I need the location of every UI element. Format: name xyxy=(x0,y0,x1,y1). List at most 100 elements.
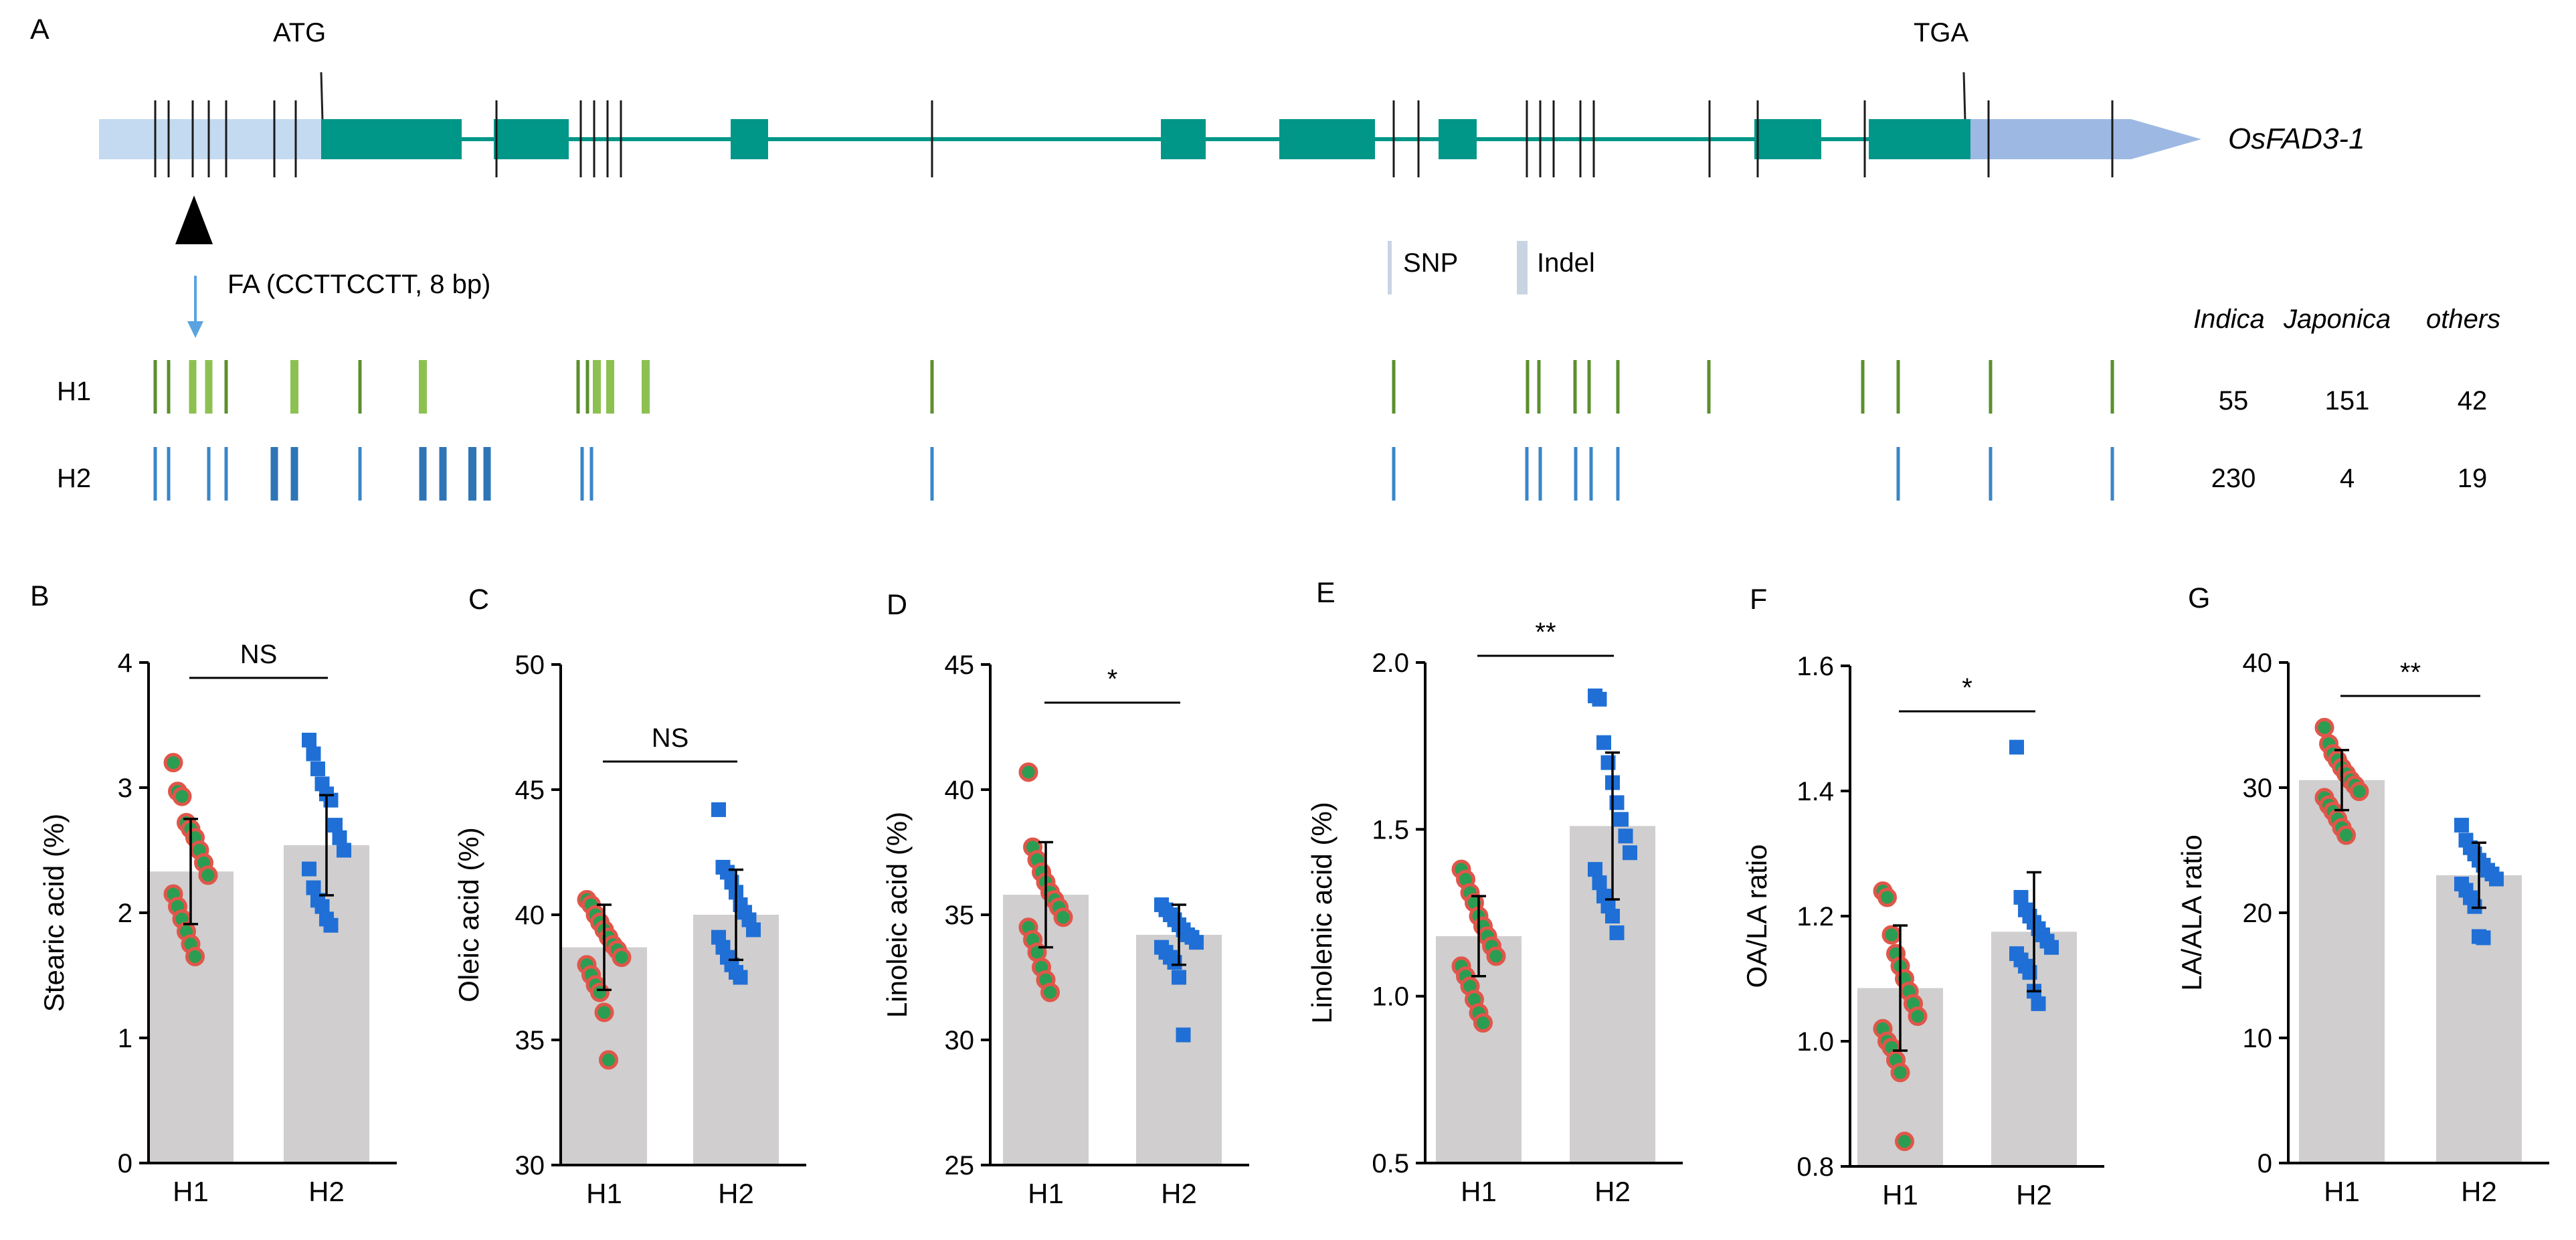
header-others: others xyxy=(2426,304,2500,334)
h1-variant-tick xyxy=(1526,360,1530,414)
x-tick-label: H2 xyxy=(2461,1176,2497,1207)
haplotype-h1-label: H1 xyxy=(57,377,91,406)
y-tick-label: 40 xyxy=(2243,648,2273,678)
h1-data-point xyxy=(2336,825,2356,845)
chart-panel-d: D 25 30 35 40 45 H1 H2 Linoleic acid (%) * xyxy=(881,589,1249,1209)
h2-variant-tick xyxy=(419,447,427,501)
y-tick-label: 1 xyxy=(118,1024,132,1053)
y-tick-label: 3 xyxy=(118,774,132,803)
y-tick-label: 0.8 xyxy=(1797,1152,1834,1182)
y-tick-label: 35 xyxy=(515,1026,545,1055)
h1-variant-tick xyxy=(153,360,157,414)
h2-data-point xyxy=(306,746,321,762)
tga-pointer xyxy=(1962,72,1966,121)
h2-variant-tick xyxy=(207,447,211,501)
y-tick-label: 40 xyxy=(515,901,545,930)
h1-variant-tick xyxy=(224,360,228,414)
h1-variant-tick xyxy=(1989,360,1993,414)
h1-variant-tick xyxy=(1587,360,1591,414)
h1-variant-tick xyxy=(205,360,213,414)
h1-data-point xyxy=(172,786,192,806)
bar-h1 xyxy=(2299,780,2385,1163)
h2-variant-tick xyxy=(439,447,447,501)
x-tick-label: H2 xyxy=(1594,1176,1631,1207)
h2-data-point xyxy=(1592,691,1607,707)
h2-variant-tick xyxy=(1525,447,1529,501)
h2-data-point xyxy=(1596,735,1611,750)
h1-data-point xyxy=(1018,762,1038,782)
h2-data-point xyxy=(1618,828,1633,844)
h2-data-point xyxy=(733,970,748,985)
start-codon-label: ATG xyxy=(273,18,326,48)
y-tick-label: 1.4 xyxy=(1797,777,1834,806)
snp-legend-swatch xyxy=(1388,241,1392,294)
h2-data-point xyxy=(2044,940,2059,955)
h2-variant-tick xyxy=(1616,447,1620,501)
h2-variant-tick xyxy=(270,447,278,501)
h1-variant-tick xyxy=(2110,360,2114,414)
y-tick-label: 30 xyxy=(2243,774,2273,803)
x-tick-label: H1 xyxy=(173,1176,209,1207)
h1-data-point xyxy=(1877,887,1897,907)
h2-data-point xyxy=(1176,1027,1191,1043)
x-tick-label: H1 xyxy=(1461,1176,1497,1207)
h2-data-point xyxy=(1172,970,1186,985)
h2-variant-tick xyxy=(1589,447,1593,501)
utr-3prime-arrow xyxy=(1970,119,2201,159)
y-axis-label: Oleic acid (%) xyxy=(453,827,484,1002)
chart-panel-e: E 0.5 1.0 1.5 2.0 H1 H2 Linolenic acid (%) ** xyxy=(1306,577,1683,1207)
haplotype-h2-label: H2 xyxy=(57,464,91,493)
x-tick-label: H1 xyxy=(2324,1176,2360,1207)
h2-data-point xyxy=(1609,925,1625,940)
h1-data-point xyxy=(594,1002,614,1023)
error-bar-h2 xyxy=(1605,751,1620,901)
h1-variant-tick xyxy=(1537,360,1541,414)
exon-block xyxy=(1754,119,1821,159)
h2-variant-tick xyxy=(167,447,171,501)
h1-variant-tick xyxy=(1392,360,1396,414)
h2-data-point xyxy=(2031,996,2046,1011)
h2-data-point xyxy=(337,843,351,858)
panel-letter-f: F xyxy=(1750,584,1767,616)
h1-data-point xyxy=(1881,925,1902,945)
snp-legend-label: SNP xyxy=(1403,248,1458,278)
x-tick-label: H1 xyxy=(1882,1179,1918,1211)
h2-variant-tick xyxy=(1574,447,1578,501)
exon-block xyxy=(321,119,462,159)
y-tick-label: 40 xyxy=(945,776,975,805)
y-tick-label: 1.0 xyxy=(1372,982,1409,1012)
h2-data-point xyxy=(746,922,761,938)
h2-data-point xyxy=(332,830,347,845)
h2-data-point xyxy=(2454,818,2469,833)
significance-label: * xyxy=(1107,665,1118,694)
fa-label: FA (CCTTCCTT, 8 bp) xyxy=(227,270,490,299)
y-tick-label: 0.5 xyxy=(1372,1149,1409,1178)
chart-panel-g: G 0 10 20 30 40 H1 H2 LA/ALA ratio ** xyxy=(2176,582,2549,1207)
h2-variant-tick xyxy=(930,447,934,501)
h2-indica-count: 230 xyxy=(2211,464,2256,493)
h1-data-point xyxy=(163,753,183,773)
h1-data-point xyxy=(198,865,218,885)
h2-japonica-count: 4 xyxy=(2340,464,2355,493)
y-axis-label: Stearic acid (%) xyxy=(38,814,70,1012)
fa-triangle-marker-icon xyxy=(175,195,213,244)
h1-data-point xyxy=(1040,982,1060,1002)
significance-label: ** xyxy=(1535,618,1556,647)
h2-data-point xyxy=(2009,739,2024,755)
gene-structure-panel: A ATG TGA OsFAD3-1 FA (CCTTCCTT, 8 bp) S… xyxy=(30,13,2500,501)
h2-data-point xyxy=(323,917,339,933)
h1-data-point xyxy=(599,1050,618,1070)
h2-variant-tick xyxy=(483,447,491,501)
h2-variant-tick xyxy=(580,447,584,501)
x-tick-label: H1 xyxy=(586,1178,622,1209)
panel-letter-g: G xyxy=(2188,582,2210,614)
h1-variant-tick xyxy=(1861,360,1865,414)
y-tick-label: 1.2 xyxy=(1797,902,1834,932)
y-axis-label: LA/ALA ratio xyxy=(2176,834,2207,990)
exon-block xyxy=(1161,119,1206,159)
h1-variant-tick xyxy=(358,360,362,414)
h2-variant-tick xyxy=(1538,447,1542,501)
significance-label: NS xyxy=(652,723,689,753)
significance-label: ** xyxy=(2400,658,2421,687)
h2-data-point xyxy=(302,861,316,877)
